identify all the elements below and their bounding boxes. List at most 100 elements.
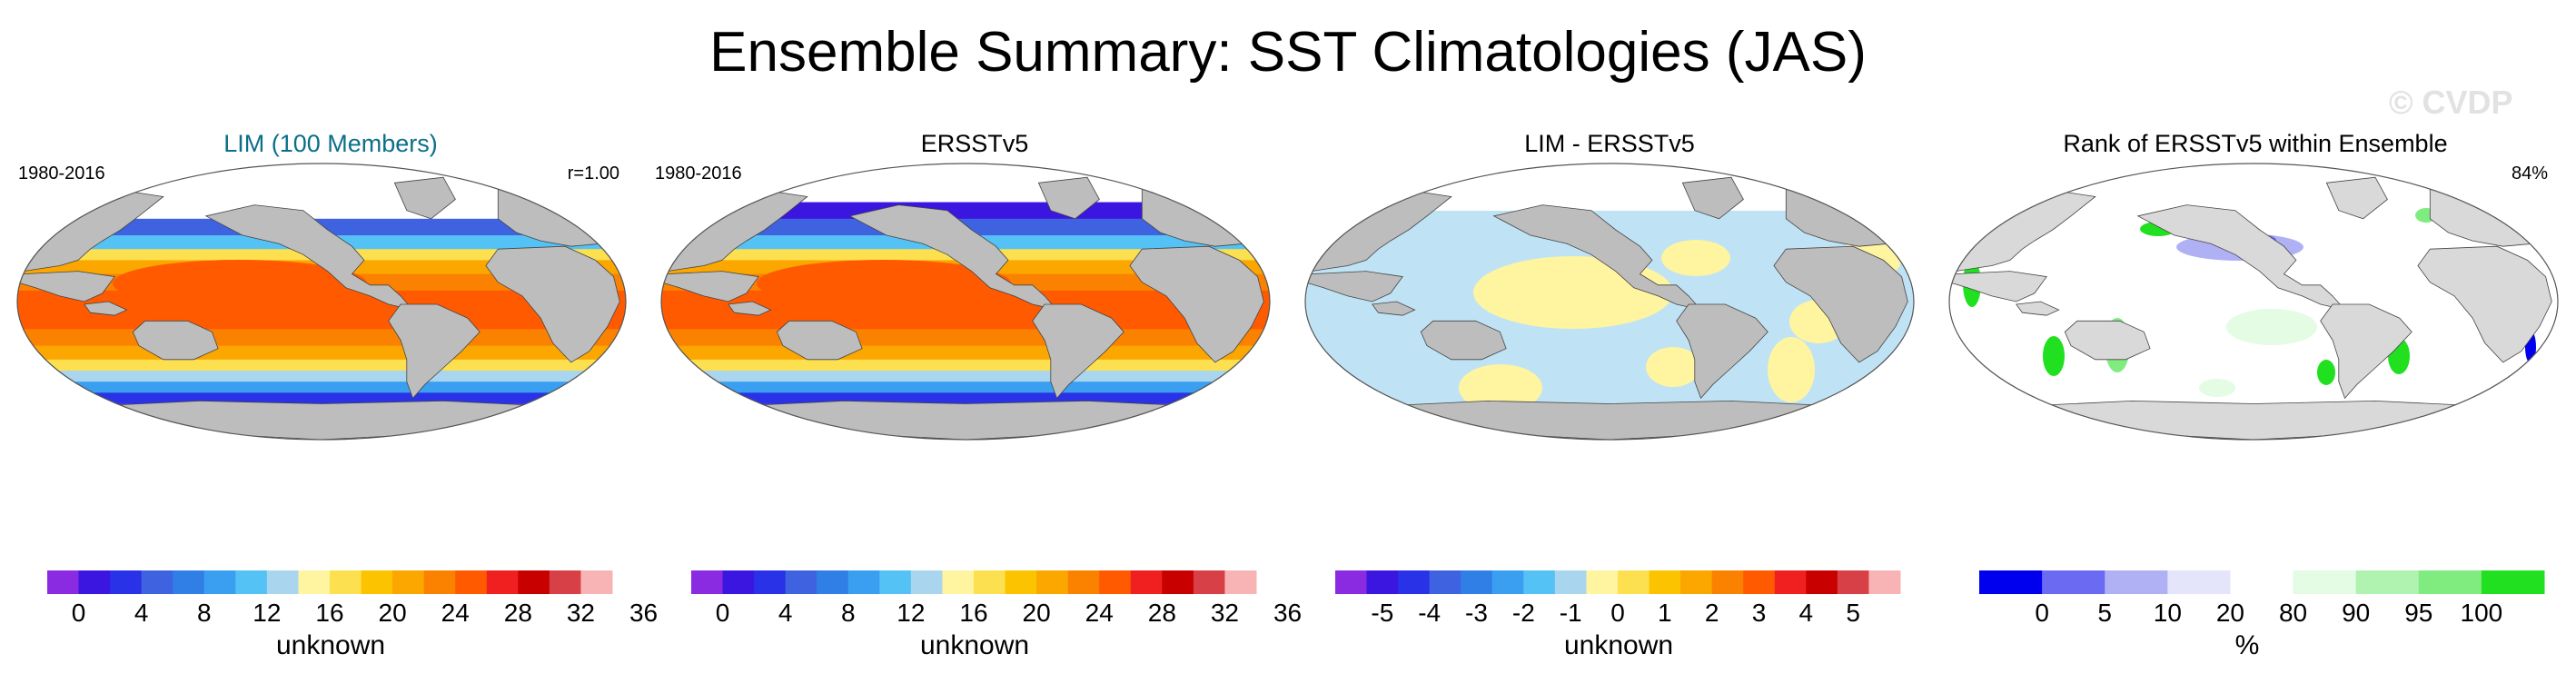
africa-land bbox=[1773, 245, 1908, 363]
colorbar-swatch bbox=[1335, 570, 1368, 594]
greenland-land bbox=[393, 176, 456, 220]
colorbar-swatch bbox=[203, 570, 236, 594]
sst-band bbox=[17, 345, 626, 361]
panel-difference: LIM - ERSSTv5 -5 -4 -3 -2 -1 0 1 2 3 4 5 unknown bbox=[1304, 130, 1915, 660]
map-outline bbox=[16, 163, 627, 441]
colorbar-tick-label: 36 bbox=[1273, 599, 1302, 627]
south-asia-land bbox=[1305, 271, 1403, 302]
colorbar-swatch bbox=[1036, 570, 1069, 594]
colorbar-tick-label: -5 bbox=[1371, 599, 1393, 627]
antarctica-land bbox=[1372, 400, 1848, 440]
colorbar-tick-label: -1 bbox=[1560, 599, 1582, 627]
colorbar-swatch bbox=[486, 570, 519, 594]
colorbar-swatch bbox=[817, 570, 849, 594]
australia-land bbox=[2064, 320, 2151, 361]
africa-land bbox=[2417, 245, 2552, 363]
colorbar-tick-label: 20 bbox=[2216, 599, 2244, 627]
panel-lim: LIM (100 Members) 1980-2016 r=1.00 0 4 8 12… bbox=[16, 130, 658, 660]
rank-anomaly bbox=[2317, 360, 2335, 385]
colorbar-swatch bbox=[1868, 570, 1901, 594]
rank-anomaly bbox=[2199, 379, 2235, 397]
colorbar-swatch bbox=[974, 570, 1006, 594]
greenland-land bbox=[2325, 176, 2388, 220]
colorbar-tick-label: 0 bbox=[2035, 599, 2049, 627]
sst-band bbox=[17, 392, 626, 405]
rank-anomaly bbox=[1968, 396, 1994, 411]
positive-anomaly bbox=[1768, 337, 1815, 402]
colorbar-swatch bbox=[1366, 570, 1399, 594]
colorbar-swatch bbox=[266, 570, 299, 594]
australia-land bbox=[1420, 320, 1507, 361]
colorbar-swatch bbox=[691, 570, 724, 594]
sst-band bbox=[661, 202, 1270, 220]
colorbar-swatch bbox=[2167, 570, 2231, 594]
colorbar-swatch bbox=[549, 570, 581, 594]
colorbar-tick-label: 12 bbox=[253, 599, 281, 627]
antarctica-land bbox=[84, 400, 560, 440]
maritime-continent-land bbox=[1371, 301, 1416, 316]
australia-land bbox=[132, 320, 219, 361]
colorbar-swatch bbox=[1806, 570, 1838, 594]
panel-period-label: 1980-2016 bbox=[655, 164, 742, 183]
antarctica-land bbox=[2016, 400, 2492, 440]
south-asia-land bbox=[661, 271, 759, 302]
colorbar-swatch bbox=[1099, 570, 1132, 594]
colorbar-swatch bbox=[2042, 570, 2105, 594]
map-rank bbox=[1948, 163, 2559, 441]
colorbar-swatch bbox=[1554, 570, 1587, 594]
colorbar-swatch bbox=[235, 570, 268, 594]
maritime-continent-land bbox=[83, 301, 128, 316]
colorbar-swatch bbox=[1649, 570, 1681, 594]
colorbar-tick-label: 4 bbox=[1799, 599, 1814, 627]
colorbar-tick-label: 28 bbox=[504, 599, 532, 627]
panel-title: LIM (100 Members) bbox=[223, 130, 438, 157]
sst-band bbox=[661, 164, 1270, 203]
colorbar-swatch bbox=[361, 570, 393, 594]
panel-title: LIM - ERSSTv5 bbox=[1524, 130, 1695, 157]
rank-anomaly bbox=[2486, 193, 2512, 211]
south-asia-land bbox=[1949, 271, 2047, 302]
colorbar-tick-label: 32 bbox=[1211, 599, 1239, 627]
north-america-land bbox=[2136, 204, 2346, 311]
colorbar-units: unknown bbox=[276, 630, 385, 660]
positive-anomaly bbox=[1459, 364, 1542, 411]
colorbar-tick-label: 20 bbox=[1023, 599, 1051, 627]
colorbar-swatch bbox=[392, 570, 425, 594]
colorbar-swatch bbox=[1979, 570, 2043, 594]
colorbar-tick-label: 90 bbox=[2342, 599, 2370, 627]
colorbar-swatch bbox=[2293, 570, 2357, 594]
colorbar-swatch bbox=[1774, 570, 1807, 594]
panel-title: Rank of ERSSTv5 within Ensemble bbox=[2063, 130, 2447, 157]
south-america-land bbox=[1676, 303, 1769, 400]
colorbar-tick-label: 5 bbox=[2097, 599, 2112, 627]
colorbar-swatch bbox=[1461, 570, 1493, 594]
colorbar-swatch bbox=[2355, 570, 2420, 594]
rank-anomaly bbox=[2502, 403, 2531, 418]
warm-pool bbox=[757, 260, 1011, 307]
colorbar-swatch bbox=[1398, 570, 1431, 594]
colorbar-swatch bbox=[910, 570, 943, 594]
south-asia-land bbox=[17, 271, 115, 302]
africa-land bbox=[1129, 245, 1264, 363]
colorbar-swatch bbox=[1618, 570, 1650, 594]
sst-band bbox=[17, 164, 626, 203]
colorbar-swatch bbox=[1837, 570, 1869, 594]
north-america-land bbox=[204, 204, 414, 311]
colorbar-swatch bbox=[518, 570, 550, 594]
colorbar-tick-label: 0 bbox=[716, 599, 730, 627]
colorbar-swatch bbox=[2418, 570, 2482, 594]
figure-title: Ensemble Summary: SST Climatologies (JAS… bbox=[709, 21, 1867, 84]
colorbar-erssstv5: 0 4 8 12 16 20 24 28 32 36 bbox=[691, 570, 1302, 627]
colorbar-tick-label: 36 bbox=[629, 599, 658, 627]
australia-land bbox=[776, 320, 863, 361]
colorbar-lim: 0 4 8 12 16 20 24 28 32 36 bbox=[47, 570, 658, 627]
colorbar-tick-label: 12 bbox=[897, 599, 925, 627]
colorbar-swatch bbox=[754, 570, 787, 594]
colorbar-tick-label: 8 bbox=[197, 599, 212, 627]
colorbar-tick-label: 32 bbox=[567, 599, 595, 627]
colorbar-swatch bbox=[455, 570, 488, 594]
colorbar-tick-label: 1 bbox=[1658, 599, 1672, 627]
greenland-land bbox=[1681, 176, 1744, 220]
antarctica-land bbox=[728, 400, 1204, 440]
